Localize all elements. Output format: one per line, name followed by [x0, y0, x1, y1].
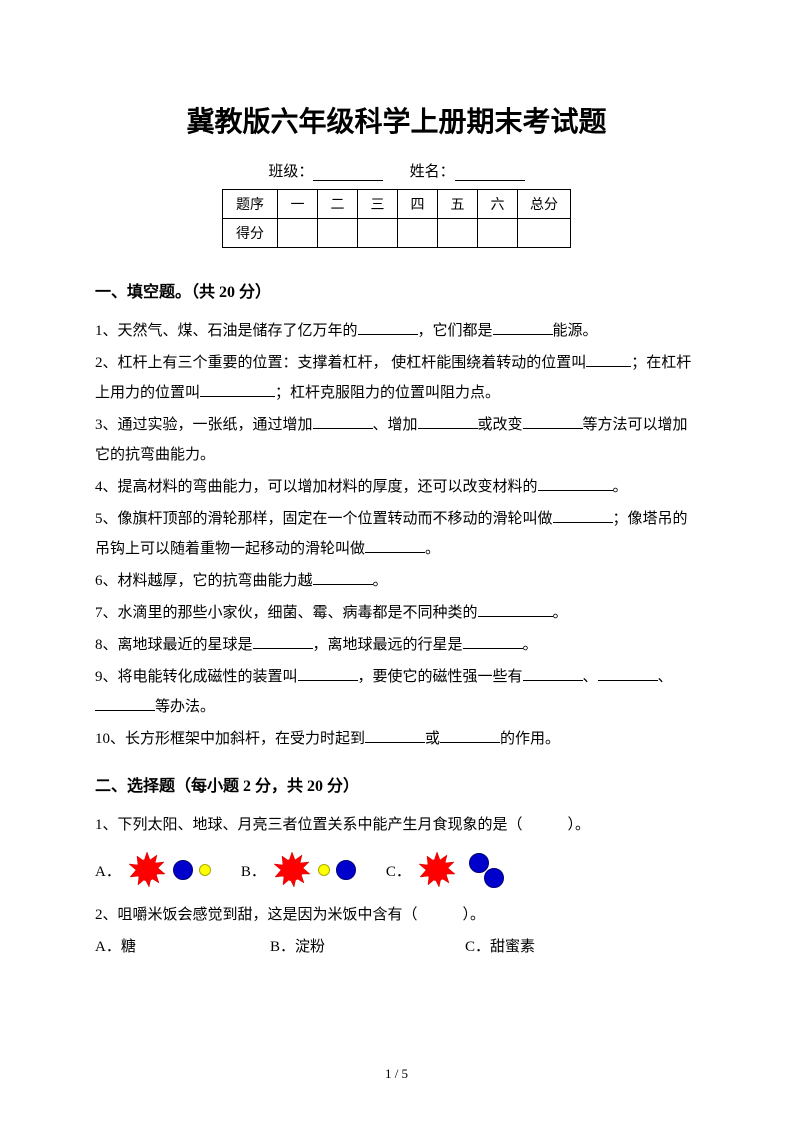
q1-1: 1、天然气、煤、石油是储存了亿万年的，它们都是能源。: [95, 316, 698, 346]
table-row: 得分: [223, 219, 571, 248]
q1-7: 7、水滴里的那些小家伙，细菌、霉、病毒都是不同种类的。: [95, 598, 698, 628]
th-2: 二: [318, 190, 358, 219]
option-c[interactable]: C．: [386, 850, 504, 890]
sun-icon: [127, 850, 167, 890]
earth-icon: [469, 853, 489, 873]
q2-2: 2、咀嚼米饭会感觉到甜，这是因为米饭中含有（ ）。: [95, 900, 698, 930]
q2-1: 1、下列太阳、地球、月亮三者位置关系中能产生月食现象的是（ ）。: [95, 810, 698, 840]
q1-5: 5、像旗杆顶部的滑轮那样，固定在一个位置转动而不移动的滑轮叫做；像塔吊的吊钩上可…: [95, 504, 698, 564]
class-blank[interactable]: [313, 166, 383, 181]
q1-6: 6、材料越厚，它的抗弯曲能力越。: [95, 566, 698, 596]
q1-3: 3、通过实验，一张纸，通过增加、增加或改变等方法可以增加它的抗弯曲能力。: [95, 410, 698, 470]
option-c[interactable]: C．甜蜜素: [465, 932, 535, 962]
class-label: 班级：: [268, 164, 313, 180]
earth-icon-2: [484, 868, 504, 888]
moon-icon: [318, 864, 330, 876]
score-label: 得分: [223, 219, 278, 248]
th-4: 四: [398, 190, 438, 219]
th-seq: 题序: [223, 190, 278, 219]
score-cell[interactable]: [438, 219, 478, 248]
th-1: 一: [278, 190, 318, 219]
score-table: 题序 一 二 三 四 五 六 总分 得分: [222, 189, 571, 248]
page-number: 1 / 5: [0, 1066, 793, 1082]
th-6: 六: [478, 190, 518, 219]
section1-header: 一、填空题。（共 20 分）: [95, 278, 698, 302]
earth-icon: [336, 860, 356, 880]
label-a: A．: [95, 860, 121, 881]
section2-header: 二、选择题（每小题 2 分，共 20 分）: [95, 772, 698, 796]
q1-4: 4、提高材料的弯曲能力，可以增加材料的厚度，还可以改变材料的。: [95, 472, 698, 502]
option-b[interactable]: B．: [241, 850, 356, 890]
th-total: 总分: [518, 190, 571, 219]
th-3: 三: [358, 190, 398, 219]
sun-icon: [272, 850, 312, 890]
moon-icon: [199, 864, 211, 876]
q2-1-options: A． B． C．: [95, 850, 698, 890]
option-b[interactable]: B．淀粉: [270, 932, 465, 962]
q2-2-options: A．糖 B．淀粉 C．甜蜜素: [95, 932, 698, 962]
student-info: 班级： 姓名：: [95, 160, 698, 181]
earth-icon: [173, 860, 193, 880]
main-title: 冀教版六年级科学上册期末考试题: [95, 100, 698, 140]
option-a[interactable]: A．: [95, 850, 211, 890]
name-blank[interactable]: [455, 166, 525, 181]
option-a[interactable]: A．糖: [95, 932, 270, 962]
th-5: 五: [438, 190, 478, 219]
score-cell[interactable]: [518, 219, 571, 248]
q1-10: 10、长方形框架中加斜杆，在受力时起到或的作用。: [95, 724, 698, 754]
score-cell[interactable]: [358, 219, 398, 248]
score-cell[interactable]: [478, 219, 518, 248]
name-label: 姓名：: [410, 164, 455, 180]
score-cell[interactable]: [398, 219, 438, 248]
table-row: 题序 一 二 三 四 五 六 总分: [223, 190, 571, 219]
q1-8: 8、离地球最近的星球是，离地球最远的行星是。: [95, 630, 698, 660]
score-cell[interactable]: [318, 219, 358, 248]
score-cell[interactable]: [278, 219, 318, 248]
sun-icon: [417, 850, 457, 890]
label-b: B．: [241, 860, 266, 881]
q1-2: 2、杠杆上有三个重要的位置：支撑着杠杆， 使杠杆能围绕着转动的位置叫；在杠杆上用…: [95, 348, 698, 408]
label-c: C．: [386, 860, 411, 881]
q1-9: 9、将电能转化成磁性的装置叫，要使它的磁性强一些有、、等办法。: [95, 662, 698, 722]
